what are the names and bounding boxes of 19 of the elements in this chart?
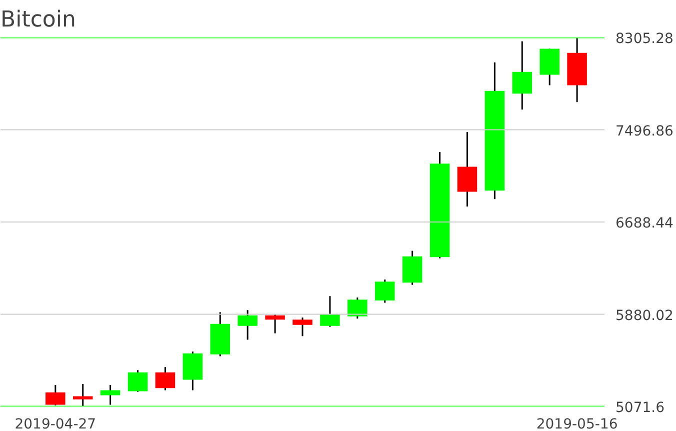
candlestick bbox=[46, 384, 66, 406]
x-tick-label: 2019-05-16 bbox=[536, 416, 618, 431]
y-tick-label: 8305.28 bbox=[616, 31, 674, 47]
candlestick bbox=[374, 278, 395, 304]
candlestick bbox=[512, 40, 532, 110]
chart-title: Bitcoin bbox=[0, 8, 76, 32]
candlestick bbox=[292, 316, 312, 337]
candlestick bbox=[128, 369, 148, 393]
candlestick bbox=[265, 314, 285, 334]
candlestick bbox=[320, 295, 340, 328]
candlestick bbox=[348, 296, 368, 320]
x-tick-label: 2019-04-27 bbox=[14, 416, 96, 431]
candlestick bbox=[238, 309, 258, 340]
candlestick bbox=[72, 383, 93, 406]
y-tick-label: 5880.02 bbox=[616, 308, 674, 324]
y-tick-label: 6688.44 bbox=[616, 216, 674, 232]
candlestick bbox=[155, 366, 176, 391]
y-tick-label: 7496.86 bbox=[616, 123, 674, 140]
y-tick-label: 5071.6 bbox=[616, 400, 665, 416]
